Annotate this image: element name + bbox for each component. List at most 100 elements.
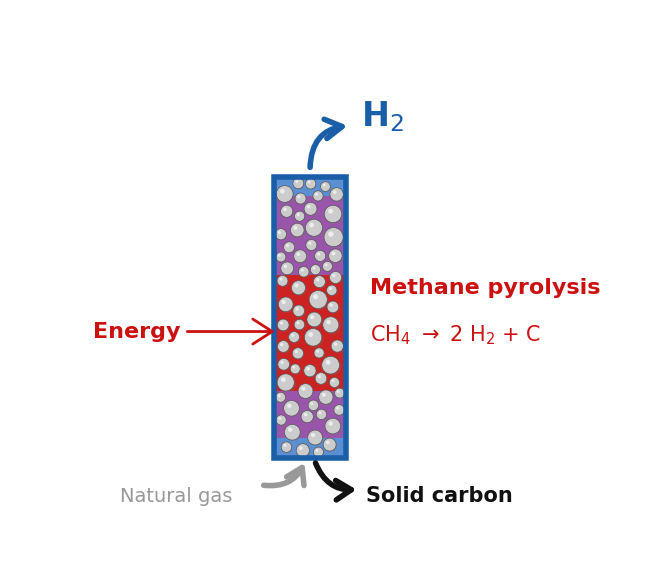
- Circle shape: [277, 416, 287, 426]
- Circle shape: [317, 410, 328, 420]
- Circle shape: [331, 340, 344, 352]
- Circle shape: [280, 205, 293, 218]
- Circle shape: [332, 252, 336, 255]
- Circle shape: [308, 332, 313, 337]
- Circle shape: [330, 378, 340, 389]
- Circle shape: [275, 229, 286, 240]
- Circle shape: [284, 400, 299, 416]
- Circle shape: [278, 254, 281, 257]
- FancyArrowPatch shape: [310, 119, 342, 167]
- Circle shape: [328, 209, 333, 213]
- Circle shape: [315, 372, 327, 385]
- Circle shape: [320, 392, 334, 405]
- Bar: [274, 177, 346, 458]
- Circle shape: [280, 189, 284, 194]
- Circle shape: [294, 284, 298, 288]
- Circle shape: [288, 427, 292, 432]
- Circle shape: [302, 387, 306, 391]
- Circle shape: [330, 250, 344, 264]
- Circle shape: [301, 269, 304, 271]
- Circle shape: [278, 375, 296, 393]
- Circle shape: [332, 274, 336, 277]
- Circle shape: [298, 383, 313, 398]
- Circle shape: [315, 349, 325, 359]
- Circle shape: [296, 194, 307, 205]
- Circle shape: [309, 401, 320, 412]
- Circle shape: [328, 231, 334, 237]
- Circle shape: [278, 297, 293, 311]
- Circle shape: [276, 415, 286, 425]
- Circle shape: [306, 240, 317, 251]
- Circle shape: [297, 213, 300, 216]
- Circle shape: [329, 287, 332, 290]
- Circle shape: [325, 418, 341, 434]
- Text: Methane pyrolysis: Methane pyrolysis: [370, 278, 601, 299]
- Circle shape: [323, 317, 339, 333]
- Circle shape: [304, 413, 307, 416]
- Circle shape: [311, 292, 329, 310]
- Circle shape: [330, 273, 343, 285]
- Circle shape: [304, 202, 317, 215]
- Bar: [274, 390, 346, 438]
- Circle shape: [304, 329, 322, 346]
- Circle shape: [334, 405, 344, 415]
- Circle shape: [314, 447, 324, 457]
- Circle shape: [326, 229, 345, 248]
- Circle shape: [294, 250, 306, 263]
- Circle shape: [284, 242, 296, 253]
- Circle shape: [282, 300, 286, 304]
- Circle shape: [316, 278, 320, 281]
- Circle shape: [290, 332, 300, 343]
- Circle shape: [286, 426, 302, 441]
- Circle shape: [305, 204, 318, 216]
- FancyArrowPatch shape: [316, 463, 351, 500]
- Circle shape: [284, 425, 300, 440]
- Circle shape: [320, 182, 330, 191]
- Circle shape: [296, 307, 298, 311]
- Circle shape: [302, 412, 314, 424]
- Circle shape: [292, 224, 305, 238]
- Circle shape: [335, 405, 346, 416]
- Circle shape: [334, 342, 337, 346]
- Circle shape: [307, 205, 310, 209]
- Circle shape: [294, 179, 305, 190]
- Circle shape: [319, 390, 333, 404]
- Circle shape: [280, 343, 283, 346]
- Circle shape: [328, 302, 340, 314]
- Circle shape: [300, 267, 310, 278]
- Circle shape: [278, 417, 281, 420]
- Circle shape: [290, 223, 304, 237]
- Circle shape: [336, 389, 346, 399]
- Circle shape: [324, 318, 340, 334]
- Circle shape: [327, 301, 339, 313]
- Circle shape: [314, 191, 324, 202]
- Circle shape: [281, 262, 294, 275]
- Circle shape: [308, 400, 318, 411]
- Circle shape: [310, 402, 314, 405]
- Circle shape: [314, 348, 324, 358]
- Circle shape: [296, 212, 306, 222]
- Circle shape: [306, 219, 322, 236]
- Circle shape: [326, 207, 343, 224]
- Circle shape: [293, 178, 304, 188]
- Circle shape: [316, 350, 319, 353]
- Circle shape: [322, 356, 340, 374]
- Circle shape: [287, 404, 292, 408]
- Circle shape: [295, 350, 298, 353]
- Circle shape: [278, 231, 281, 234]
- Circle shape: [278, 340, 289, 352]
- Circle shape: [278, 320, 290, 332]
- Circle shape: [309, 291, 327, 309]
- Circle shape: [336, 407, 339, 409]
- Text: Solid carbon: Solid carbon: [366, 486, 513, 506]
- Circle shape: [280, 321, 283, 325]
- Circle shape: [328, 249, 342, 263]
- Circle shape: [278, 342, 290, 353]
- Circle shape: [314, 276, 326, 288]
- Circle shape: [300, 385, 314, 400]
- Circle shape: [316, 374, 328, 385]
- Circle shape: [278, 187, 294, 204]
- Circle shape: [324, 439, 337, 452]
- Circle shape: [326, 320, 331, 324]
- Circle shape: [326, 285, 337, 295]
